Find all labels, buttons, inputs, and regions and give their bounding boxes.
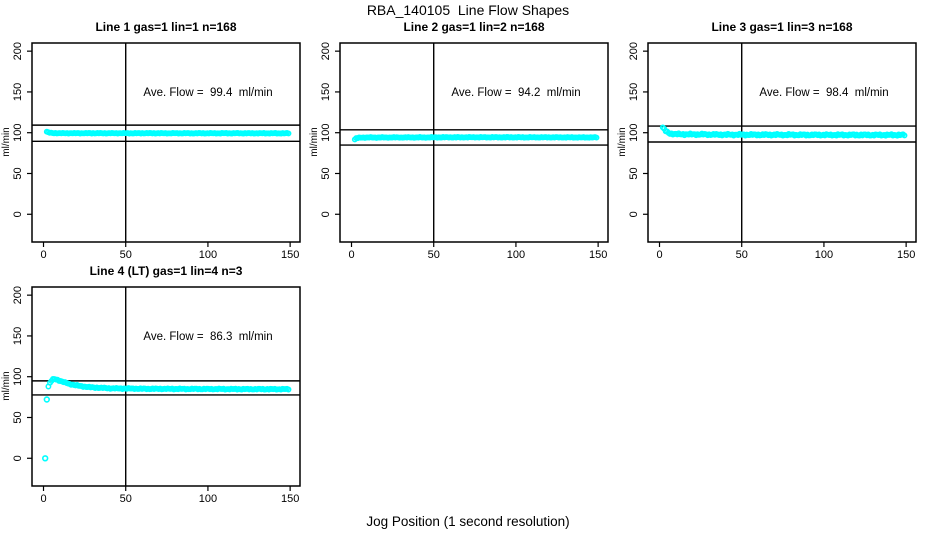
y-tick-label: 100 <box>12 124 24 142</box>
flow-point <box>593 134 600 141</box>
x-tick-label: 150 <box>589 249 607 261</box>
panel-line-3: Line 3 gas=1 lin=3 n=168 ml/min Ave. Flo… <box>617 20 917 261</box>
x-tick-label: 0 <box>656 249 662 261</box>
x-axis-ticks: 0 50 100 150 <box>40 242 299 261</box>
data-points <box>351 133 600 143</box>
flow-outlier-point <box>41 455 49 462</box>
panel-title: Line 3 gas=1 lin=3 n=168 <box>711 20 852 34</box>
x-tick-label: 150 <box>897 249 915 261</box>
y-tick-label: 150 <box>320 83 332 101</box>
y-axis-ticks: 0 50 100 150 200 <box>12 42 32 217</box>
avg-flow-annotation: Ave. Flow = 99.4 ml/min <box>143 87 272 99</box>
y-axis-label: ml/min <box>1 127 12 156</box>
x-axis-ticks: 0 50 100 150 <box>348 242 607 261</box>
y-tick-label: 200 <box>320 42 332 60</box>
avg-flow-annotation: Ave. Flow = 98.4 ml/min <box>759 87 888 99</box>
y-tick-label: 200 <box>628 42 640 60</box>
y-tick-label: 0 <box>320 211 332 217</box>
x-tick-label: 50 <box>428 249 440 261</box>
y-tick-label: 200 <box>12 286 24 304</box>
x-tick-label: 50 <box>736 249 748 261</box>
y-tick-label: 150 <box>12 327 24 345</box>
avg-flow-annotation: Ave. Flow = 94.2 ml/min <box>451 87 580 99</box>
y-tick-label: 50 <box>628 167 640 179</box>
avg-flow-annotation: Ave. Flow = 86.3 ml/min <box>143 331 272 343</box>
y-axis-ticks: 0 50 100 150 200 <box>12 286 32 461</box>
x-tick-label: 100 <box>815 249 833 261</box>
x-tick-label: 0 <box>348 249 354 261</box>
panel-title: Line 1 gas=1 lin=1 n=168 <box>95 20 236 34</box>
panel-line-1: Line 1 gas=1 lin=1 n=168 ml/min Ave. Flo… <box>1 20 301 261</box>
data-points <box>41 376 292 462</box>
y-tick-label: 100 <box>320 124 332 142</box>
y-tick-label: 0 <box>628 211 640 217</box>
y-axis-label: ml/min <box>309 127 320 156</box>
y-axis-ticks: 0 50 100 150 200 <box>628 42 648 217</box>
panel-title: Line 2 gas=1 lin=2 n=168 <box>403 20 544 34</box>
y-tick-label: 100 <box>12 368 24 386</box>
y-axis-label: ml/min <box>1 371 12 400</box>
data-points <box>43 128 292 137</box>
panel-title: Line 4 (LT) gas=1 lin=4 n=3 <box>90 264 243 278</box>
flow-point <box>285 386 292 393</box>
x-tick-label: 0 <box>40 493 46 505</box>
flow-point <box>285 130 292 137</box>
x-tick-label: 100 <box>507 249 525 261</box>
y-tick-label: 50 <box>320 167 332 179</box>
reference-lines <box>32 43 300 242</box>
flow-point <box>901 132 908 139</box>
reference-lines <box>648 43 916 242</box>
reference-lines <box>340 43 608 242</box>
flow-outlier-point <box>43 396 50 403</box>
plot-border <box>339 42 609 243</box>
data-points <box>659 124 908 139</box>
y-tick-label: 200 <box>12 42 24 60</box>
plot-border <box>31 42 301 243</box>
y-tick-label: 50 <box>12 411 24 423</box>
x-tick-label: 50 <box>120 249 132 261</box>
x-tick-label: 150 <box>281 493 299 505</box>
x-tick-label: 50 <box>120 493 132 505</box>
x-tick-label: 0 <box>40 249 46 261</box>
y-axis-ticks: 0 50 100 150 200 <box>320 42 340 217</box>
figure-title: RBA_140105 Line Flow Shapes <box>366 2 570 18</box>
y-tick-label: 0 <box>12 211 24 217</box>
x-tick-label: 100 <box>199 249 217 261</box>
panel-line-4: Line 4 (LT) gas=1 lin=4 n=3 ml/min Ave. … <box>1 264 301 505</box>
x-tick-label: 150 <box>281 249 299 261</box>
y-tick-label: 0 <box>12 455 24 461</box>
y-tick-label: 150 <box>628 83 640 101</box>
figure-xlabel: Jog Position (1 second resolution) <box>366 514 570 529</box>
plot-border <box>31 286 301 487</box>
y-tick-label: 100 <box>628 124 640 142</box>
y-tick-label: 50 <box>12 167 24 179</box>
x-axis-ticks: 0 50 100 150 <box>656 242 915 261</box>
y-axis-label: ml/min <box>617 127 628 156</box>
x-tick-label: 100 <box>199 493 217 505</box>
x-axis-ticks: 0 50 100 150 <box>40 486 299 505</box>
panel-line-2: Line 2 gas=1 lin=2 n=168 ml/min Ave. Flo… <box>309 20 609 261</box>
y-tick-label: 150 <box>12 83 24 101</box>
